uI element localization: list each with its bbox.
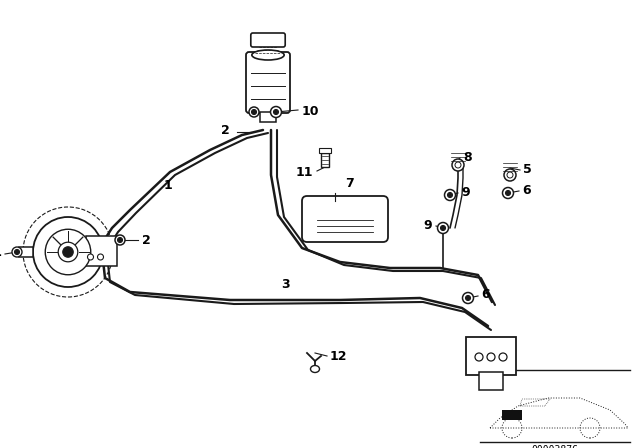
Bar [319, 148, 331, 153]
Bar [479, 372, 503, 390]
Circle shape [88, 254, 93, 260]
Circle shape [475, 353, 483, 361]
Circle shape [12, 247, 22, 257]
Bar [260, 112, 276, 122]
Text: 8: 8 [463, 151, 472, 164]
Circle shape [271, 107, 282, 117]
Circle shape [438, 223, 449, 233]
Bar [321, 153, 329, 167]
Text: 3: 3 [281, 279, 289, 292]
Circle shape [487, 353, 495, 361]
Circle shape [499, 353, 507, 361]
Text: 00003876: 00003876 [531, 445, 579, 448]
Circle shape [445, 190, 456, 201]
Circle shape [63, 247, 73, 257]
Bar [466, 337, 516, 375]
Circle shape [15, 250, 19, 254]
Text: 2: 2 [142, 233, 151, 246]
Circle shape [58, 242, 78, 262]
Circle shape [463, 293, 474, 303]
Circle shape [440, 225, 445, 231]
Bar [19, 247, 33, 257]
FancyBboxPatch shape [246, 52, 290, 113]
Text: 6: 6 [522, 184, 531, 197]
Ellipse shape [310, 366, 319, 372]
Circle shape [249, 107, 259, 117]
Circle shape [502, 188, 513, 198]
Circle shape [465, 296, 470, 301]
Circle shape [33, 217, 103, 287]
Text: 9: 9 [424, 219, 432, 232]
Text: 5: 5 [523, 163, 532, 176]
Circle shape [115, 235, 125, 245]
Circle shape [504, 169, 516, 181]
Bar [502, 410, 522, 420]
Circle shape [452, 159, 464, 171]
FancyBboxPatch shape [251, 33, 285, 47]
Text: 7: 7 [346, 177, 355, 190]
Text: 12: 12 [330, 349, 348, 362]
Circle shape [118, 237, 122, 242]
Text: 6: 6 [481, 289, 490, 302]
Circle shape [447, 193, 452, 198]
Text: 2: 2 [221, 124, 230, 137]
Text: 10: 10 [302, 104, 319, 117]
Text: 11: 11 [296, 165, 313, 178]
Bar [86, 236, 117, 266]
Ellipse shape [252, 50, 284, 60]
Circle shape [273, 109, 278, 115]
Circle shape [45, 229, 91, 275]
Circle shape [506, 190, 511, 195]
Text: 1: 1 [164, 178, 172, 191]
Text: 9: 9 [461, 185, 470, 198]
Text: 4: 4 [0, 247, 1, 260]
FancyBboxPatch shape [302, 196, 388, 242]
Circle shape [97, 254, 104, 260]
Circle shape [252, 109, 257, 115]
